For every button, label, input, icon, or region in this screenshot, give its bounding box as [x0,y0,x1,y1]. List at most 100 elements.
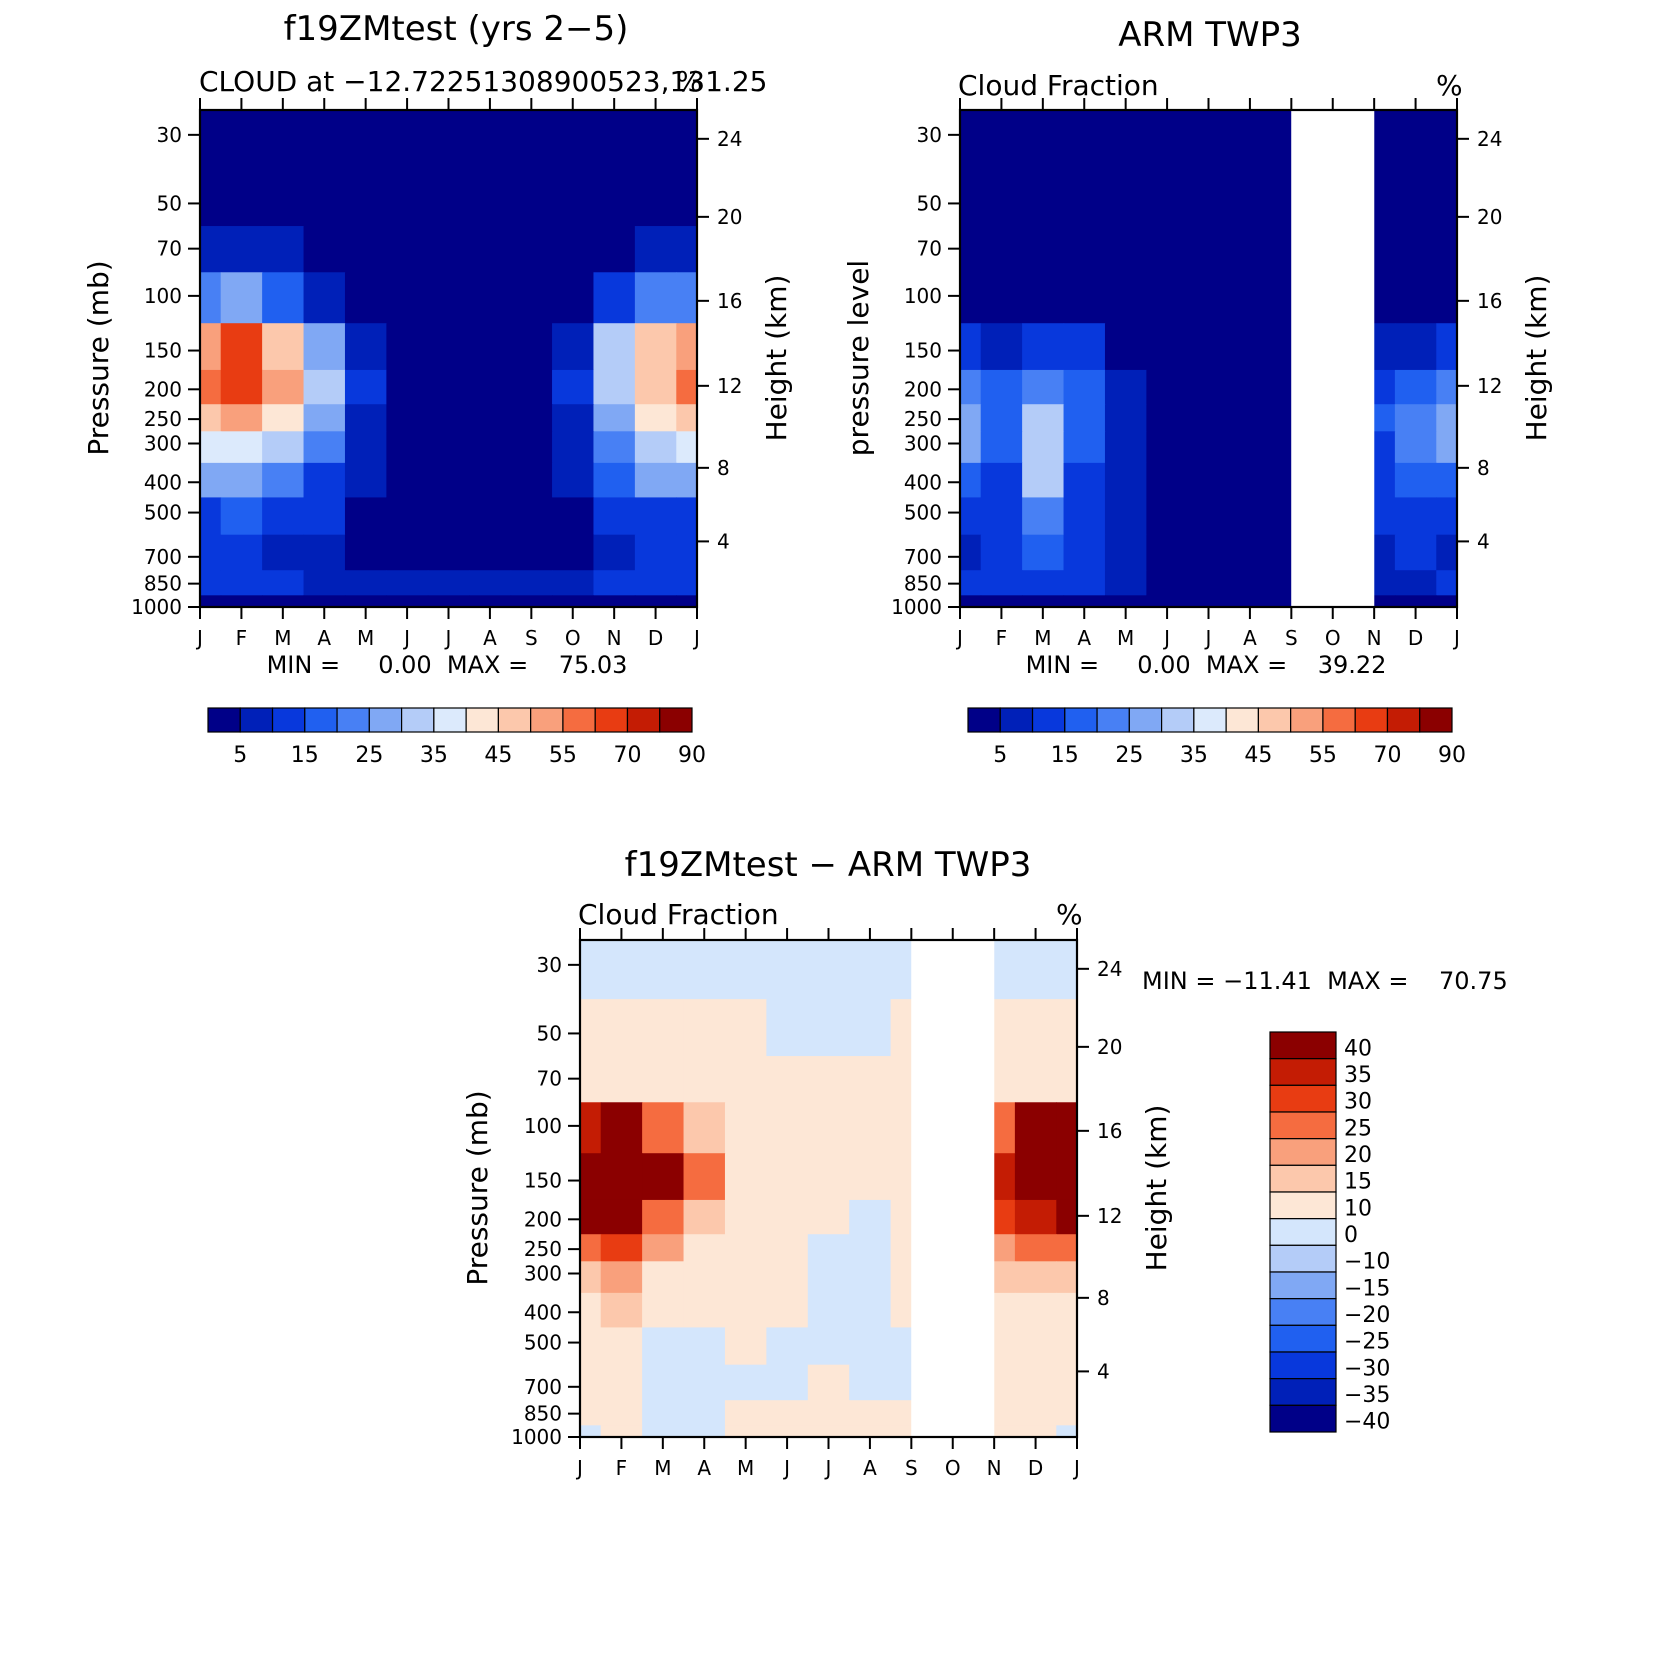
panel-obs-units: % [1436,69,1463,102]
diff-cell [642,940,685,1000]
panel-model-title: f19ZMtest (yrs 2−5) [284,9,629,49]
diff-cell [1014,1234,1057,1262]
model-cell [262,323,305,371]
model-cell [593,369,636,405]
y-tick-label: 1000 [131,595,182,619]
diff-cell [724,999,767,1057]
diff-cell [807,1364,850,1401]
model-cell [303,497,346,536]
colorbar-label: 15 [1344,1170,1372,1195]
obs-cell [1063,110,1106,170]
model-cell [510,497,553,536]
colorbar-swatch [594,707,629,733]
obs-cell [1229,497,1272,536]
panel-model-colorbar: 5 15 25 35 45 55 70 90 [207,707,706,768]
diff-cell [683,1327,726,1366]
model-cell [510,534,553,571]
diff-cell [580,1153,602,1201]
panel-model-subtitle: CLOUD at −12.72251308900523,131.25 [199,65,767,98]
model-cell [427,570,470,596]
diff-cell [849,1261,892,1294]
obs-cell [960,169,982,227]
diff-cell [600,1153,643,1201]
obs-cell [1104,323,1147,371]
model-cell [676,169,698,227]
obs-cell [1436,110,1458,170]
model-cell [469,404,512,432]
diff-cell [580,1199,602,1235]
colorbar-label: 20 [1344,1143,1372,1168]
colorbar-label: 35 [1180,743,1208,768]
model-cell [200,595,222,608]
diff-cell [600,999,643,1057]
obs-cell [1063,595,1106,608]
model-cell [427,272,470,324]
model-cell [386,497,429,536]
model-cell [386,272,429,324]
model-cell [427,369,470,405]
y-tick-label: 250 [904,407,942,431]
model-cell [262,169,305,227]
colorbar-swatch [1269,1404,1337,1433]
diff-cell [683,1199,726,1235]
x-tick-label: A [317,626,331,650]
model-cell [386,595,429,608]
obs-cell [1063,404,1106,432]
y-tick-right-label: 4 [717,529,730,553]
model-cell [220,110,263,170]
obs-cell [960,534,982,571]
model-cell [510,431,553,464]
obs-cell [1436,323,1458,371]
diff-cell [642,1364,685,1401]
colorbar-swatch [1128,707,1163,733]
diff-cell [724,940,767,1000]
obs-cell [1229,110,1272,170]
colorbar-swatch [1322,707,1356,733]
model-cell [510,595,553,608]
obs-cell [1146,169,1189,227]
model-cell [262,110,305,170]
obs-cell [960,110,982,170]
obs-cell [1187,595,1230,608]
colorbar-label: 15 [1051,743,1079,768]
y-tick-right-label: 16 [1097,1119,1122,1143]
model-cell [510,369,553,405]
diff-cell [683,1234,726,1262]
diff-cell [580,1292,602,1329]
obs-cell [1104,462,1147,499]
model-cell [386,169,429,227]
diff-cell [849,1153,892,1201]
obs-cell [960,497,982,536]
model-cell [593,404,636,432]
model-cell [200,497,222,536]
y-tick-label: 70 [917,237,942,261]
model-cell [200,226,222,273]
model-cell [634,534,677,571]
model-cell [303,110,346,170]
x-tick-label: D [648,626,663,650]
x-tick-label: M [274,626,291,650]
model-cell [262,272,305,324]
y-tick-label: 250 [144,407,182,431]
obs-cell [1436,369,1458,405]
model-cell [344,226,387,273]
obs-cell [1022,431,1065,464]
model-cell [552,369,595,405]
diff-cell [600,1400,643,1426]
obs-cell [980,595,1023,608]
model-cell [593,323,636,371]
model-cell [510,226,553,273]
obs-cell [960,272,982,324]
panel-model-ylabel: Pressure (mb) [82,260,115,455]
obs-cell [1146,272,1189,324]
diff-cell [1014,1153,1057,1201]
model-cell [427,595,470,608]
obs-cell [1146,404,1189,432]
model-cell [469,169,512,227]
obs-missing-region [1291,110,1375,607]
obs-cell [1104,272,1147,324]
colorbar-label: −15 [1344,1276,1390,1301]
diff-cell [1056,1234,1078,1262]
obs-cell [1394,462,1437,499]
